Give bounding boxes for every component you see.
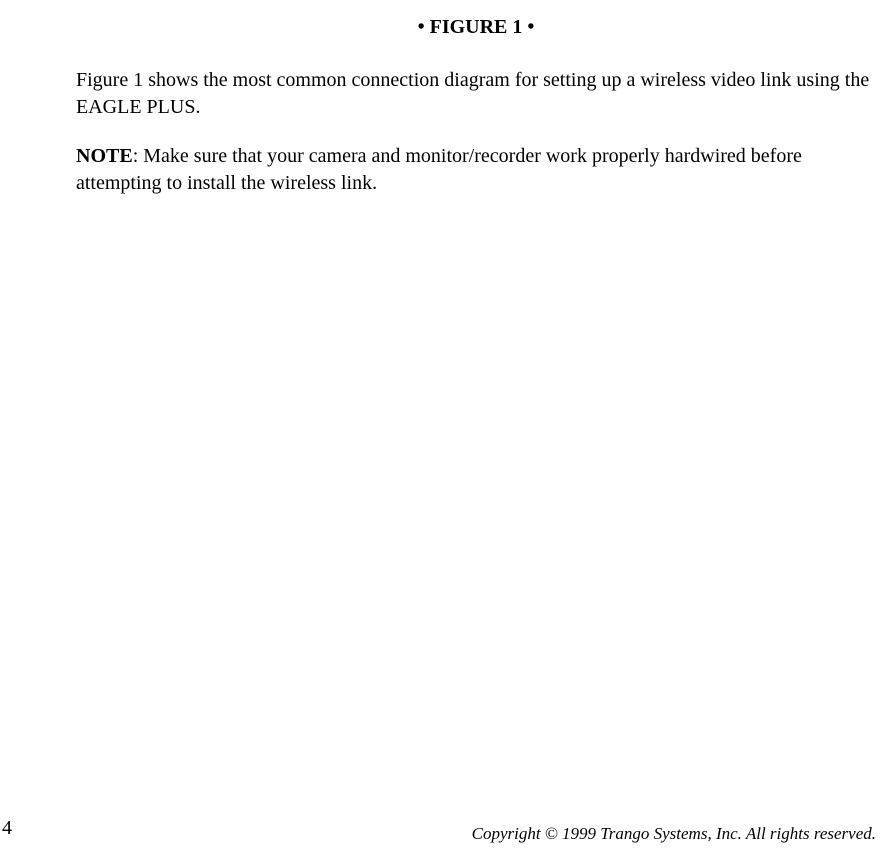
figure-title: • FIGURE 1 •: [76, 16, 876, 39]
page-number: 4: [2, 817, 12, 840]
note-label: NOTE: [76, 145, 133, 167]
intro-paragraph: Figure 1 shows the most common connectio…: [76, 67, 876, 121]
note-paragraph: NOTE: Make sure that your camera and mon…: [76, 143, 876, 197]
page-content: • FIGURE 1 • Figure 1 shows the most com…: [0, 16, 894, 197]
note-text: : Make sure that your camera and monitor…: [76, 145, 802, 194]
copyright-text: Copyright © 1999 Trango Systems, Inc. Al…: [472, 824, 876, 844]
